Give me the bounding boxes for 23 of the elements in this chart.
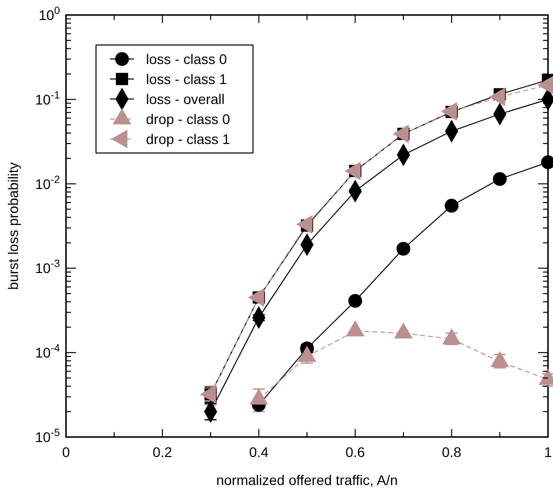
x-tick-label: 1 — [544, 444, 552, 460]
x-tick-label: 0.4 — [249, 444, 269, 460]
x-tick-label: 0.6 — [345, 444, 366, 460]
x-axis-title: normalized offered traffic, A/n — [216, 472, 398, 488]
point — [444, 198, 459, 213]
x-tick-label: 0 — [62, 444, 70, 460]
legend-label: loss - overall — [146, 91, 225, 107]
legend-label: loss - class 1 — [146, 71, 228, 87]
y-tick-label: 10$^{0}$ — [38, 5, 60, 23]
x-tick-label: 0.8 — [442, 444, 462, 460]
y-tick-label: 10$^{-5}$ — [35, 427, 60, 445]
legend-label: loss - class 0 — [146, 51, 228, 67]
y-tick-label: 10$^{-4}$ — [35, 342, 60, 361]
point — [348, 294, 362, 308]
point — [396, 242, 410, 256]
point — [492, 172, 507, 186]
y-tick-label: 10$^{-1}$ — [35, 89, 60, 108]
y-axis-title: burst loss probability — [5, 162, 21, 290]
y-tick-label: 10$^{-2}$ — [35, 174, 60, 192]
legend-label: drop - class 1 — [146, 131, 230, 147]
x-tick-label: 0.2 — [152, 444, 172, 460]
legend-label: drop - class 0 — [146, 111, 230, 127]
y-tick-label: 10$^{-3}$ — [35, 258, 60, 276]
